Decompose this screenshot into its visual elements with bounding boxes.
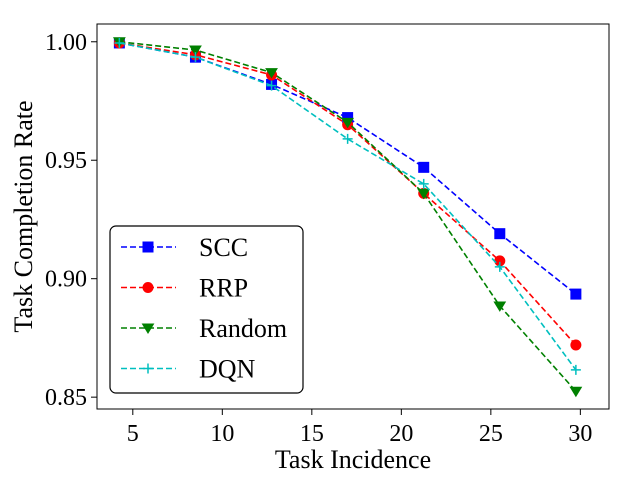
- x-tick-label: 10: [210, 421, 234, 447]
- data-point-random: [493, 301, 507, 312]
- legend-marker-scc: [142, 241, 154, 253]
- plot-frame: [96, 23, 610, 410]
- data-point-dqn: [494, 261, 505, 272]
- x-tick-label: 25: [479, 421, 503, 447]
- y-tick-label: 0.85: [45, 385, 87, 411]
- data-point-random: [417, 188, 431, 200]
- legend-marker-dqn: [143, 363, 153, 374]
- legend-entry-scc: SCC: [121, 233, 248, 262]
- legend-label-dqn: DQN: [199, 355, 256, 384]
- legend: SCC RRP Random DQN: [109, 225, 304, 394]
- legend-entry-dqn: DQN: [121, 355, 256, 384]
- legend-box: [109, 225, 304, 394]
- y-tick-label: 0.95: [45, 148, 87, 174]
- data-point-random: [189, 45, 202, 57]
- data-point-random: [341, 117, 355, 129]
- legend-label-scc: SCC: [199, 233, 248, 262]
- y-axis-label: Task Completion Rate: [9, 100, 38, 332]
- data-point-scc: [570, 288, 582, 300]
- data-point-scc: [494, 228, 506, 240]
- series-group: [112, 37, 583, 398]
- data-point-dqn: [114, 37, 125, 48]
- y-tick-label: 0.90: [45, 267, 87, 293]
- data-point-dqn: [190, 52, 201, 63]
- x-tick-label: 20: [389, 421, 413, 447]
- data-point-random: [265, 68, 278, 79]
- legend-marker-rrp: [142, 282, 154, 293]
- legend-entry-random: Random: [121, 314, 287, 343]
- data-point-dqn: [570, 364, 581, 375]
- data-point-dqn: [266, 80, 277, 91]
- x-axis-ticks: 5 10 15 20 25 30: [127, 409, 592, 447]
- legend-label-rrp: RRP: [199, 274, 248, 303]
- data-point-dqn: [342, 133, 353, 144]
- data-point-dqn: [418, 178, 429, 189]
- legend-entry-rrp: RRP: [121, 274, 248, 303]
- data-point-scc: [418, 161, 430, 173]
- data-point-rrp: [570, 339, 582, 351]
- x-axis-label: Task Incidence: [275, 445, 431, 474]
- x-tick-label: 15: [300, 421, 324, 447]
- legend-label-random: Random: [199, 314, 287, 343]
- legend-marker-random: [141, 323, 155, 334]
- y-axis-ticks: 0.85 0.90 0.95 1.00: [45, 30, 97, 411]
- x-tick-label: 30: [568, 421, 592, 447]
- data-point-random: [569, 386, 583, 398]
- y-tick-label: 1.00: [45, 30, 87, 56]
- series-dqn: [114, 37, 581, 375]
- x-tick-label: 5: [127, 421, 139, 447]
- series-random: [112, 37, 583, 398]
